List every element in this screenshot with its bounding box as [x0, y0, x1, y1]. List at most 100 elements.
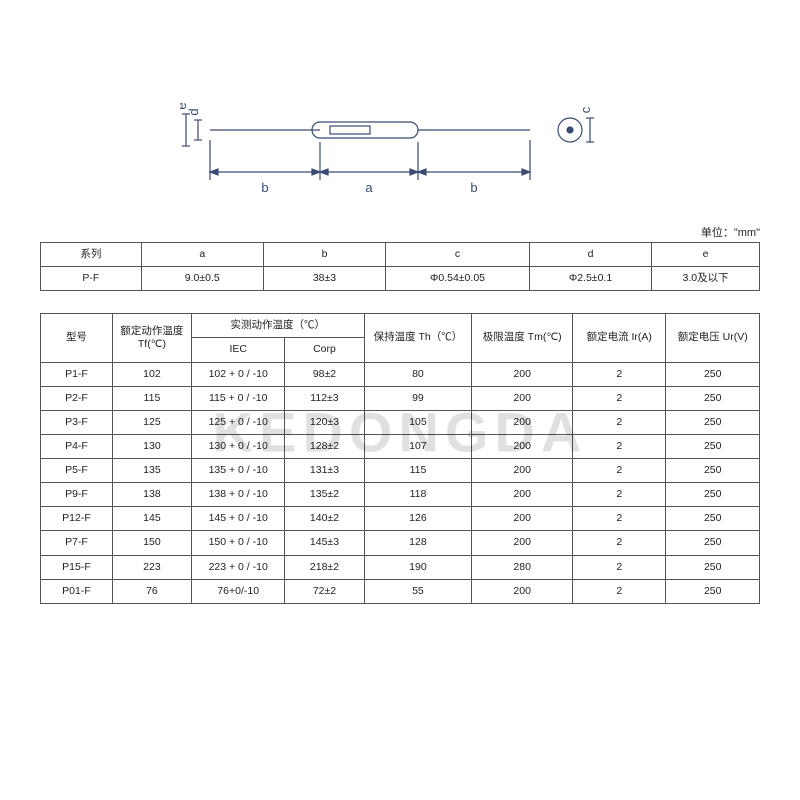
table-row: P2-F115115 + 0 / -10112±3992002250 [41, 386, 760, 410]
spec-cell: 250 [666, 386, 760, 410]
dimension-table: 系列 a b c d e P-F 9.0±0.5 38±3 Φ0.54±0.05… [40, 242, 760, 291]
col-th: 保持温度 Th（℃） [364, 314, 472, 362]
spec-cell: 80 [364, 362, 472, 386]
spec-cell: P7-F [41, 531, 113, 555]
dim-label-a: a [365, 180, 373, 195]
spec-cell: 200 [472, 507, 573, 531]
spec-cell: 2 [573, 459, 666, 483]
table-row: P7-F150150 + 0 / -10145±31282002250 [41, 531, 760, 555]
dim-cell: P-F [41, 267, 142, 291]
spec-cell: 131±3 [285, 459, 364, 483]
spec-cell: 145 [112, 507, 191, 531]
spec-cell: 55 [364, 579, 472, 603]
col-tm: 极限温度 Tm(℃) [472, 314, 573, 362]
spec-cell: 250 [666, 434, 760, 458]
spec-cell: 118 [364, 483, 472, 507]
spec-cell: 126 [364, 507, 472, 531]
spec-cell: 223 + 0 / -10 [191, 555, 284, 579]
spec-cell: 200 [472, 434, 573, 458]
spec-cell: 200 [472, 531, 573, 555]
spec-cell: 250 [666, 362, 760, 386]
spec-cell: 250 [666, 555, 760, 579]
spec-cell: 112±3 [285, 386, 364, 410]
spec-cell: 128±2 [285, 434, 364, 458]
spec-cell: 115 + 0 / -10 [191, 386, 284, 410]
spec-cell: 76+0/-10 [191, 579, 284, 603]
spec-cell: 135±2 [285, 483, 364, 507]
table-row: P12-F145145 + 0 / -10140±21262002250 [41, 507, 760, 531]
dim-label-e: e [180, 102, 189, 109]
spec-cell: 200 [472, 410, 573, 434]
table-row: P5-F135135 + 0 / -10131±31152002250 [41, 459, 760, 483]
table-row: P01-F7676+0/-1072±2552002250 [41, 579, 760, 603]
spec-cell: 72±2 [285, 579, 364, 603]
dim-label-c: c [578, 106, 593, 113]
spec-cell: 125 [112, 410, 191, 434]
spec-cell: P4-F [41, 434, 113, 458]
table-row: 型号 额定动作温度 Tf(℃) 实测动作温度（℃） 保持温度 Th（℃） 极限温… [41, 314, 760, 338]
spec-cell: 250 [666, 531, 760, 555]
spec-cell: 145±3 [285, 531, 364, 555]
spec-cell: 135 [112, 459, 191, 483]
col-ur: 额定电压 Ur(V) [666, 314, 760, 362]
spec-cell: P01-F [41, 579, 113, 603]
spec-cell: 250 [666, 507, 760, 531]
table-row: P9-F138138 + 0 / -10135±21182002250 [41, 483, 760, 507]
spec-cell: 2 [573, 507, 666, 531]
col-model: 型号 [41, 314, 113, 362]
dim-cell: Φ0.54±0.05 [386, 267, 530, 291]
spec-cell: 250 [666, 579, 760, 603]
spec-cell: 218±2 [285, 555, 364, 579]
spec-cell: 135 + 0 / -10 [191, 459, 284, 483]
spec-cell: 2 [573, 483, 666, 507]
spec-cell: 190 [364, 555, 472, 579]
spec-cell: 105 [364, 410, 472, 434]
table-row: P15-F223223 + 0 / -10218±21902802250 [41, 555, 760, 579]
table-row: P3-F125125 + 0 / -10120±31052002250 [41, 410, 760, 434]
schematic-diagram: b a b d e c [40, 40, 760, 220]
spec-cell: 200 [472, 579, 573, 603]
dim-label-b-right: b [470, 180, 477, 195]
datasheet-page: b a b d e c 单位："mm" 系列 a b c d e P-F 9.0… [0, 0, 800, 800]
spec-cell: 138 + 0 / -10 [191, 483, 284, 507]
dim-header: 系列 [41, 243, 142, 267]
dim-header: a [141, 243, 263, 267]
spec-cell: P5-F [41, 459, 113, 483]
spec-cell: 130 [112, 434, 191, 458]
spec-cell: 2 [573, 579, 666, 603]
spec-cell: 115 [364, 459, 472, 483]
dim-cell: 3.0及以下 [652, 267, 760, 291]
spec-cell: P2-F [41, 386, 113, 410]
dim-header: e [652, 243, 760, 267]
spec-cell: 2 [573, 410, 666, 434]
spec-cell: 250 [666, 410, 760, 434]
col-corp: Corp [285, 338, 364, 362]
spec-cell: 130 + 0 / -10 [191, 434, 284, 458]
spec-cell: 200 [472, 362, 573, 386]
spec-cell: 138 [112, 483, 191, 507]
spec-cell: P15-F [41, 555, 113, 579]
spec-cell: 76 [112, 579, 191, 603]
dim-label-b-left: b [261, 180, 268, 195]
spec-cell: 280 [472, 555, 573, 579]
spec-cell: 102 + 0 / -10 [191, 362, 284, 386]
spec-cell: 120±3 [285, 410, 364, 434]
table-row: P-F 9.0±0.5 38±3 Φ0.54±0.05 Φ2.5±0.1 3.0… [41, 267, 760, 291]
col-meas: 实测动作温度（℃） [191, 314, 364, 338]
spec-cell: P12-F [41, 507, 113, 531]
dim-header: b [263, 243, 385, 267]
spec-cell: 2 [573, 434, 666, 458]
spec-cell: P9-F [41, 483, 113, 507]
spec-cell: 140±2 [285, 507, 364, 531]
spec-cell: 200 [472, 483, 573, 507]
spec-cell: 2 [573, 531, 666, 555]
spec-cell: 150 + 0 / -10 [191, 531, 284, 555]
col-iec: IEC [191, 338, 284, 362]
spec-cell: 200 [472, 386, 573, 410]
spec-cell: 223 [112, 555, 191, 579]
spec-cell: 128 [364, 531, 472, 555]
spec-cell: 99 [364, 386, 472, 410]
spec-cell: 125 + 0 / -10 [191, 410, 284, 434]
spec-cell: 107 [364, 434, 472, 458]
dim-cell: Φ2.5±0.1 [529, 267, 651, 291]
